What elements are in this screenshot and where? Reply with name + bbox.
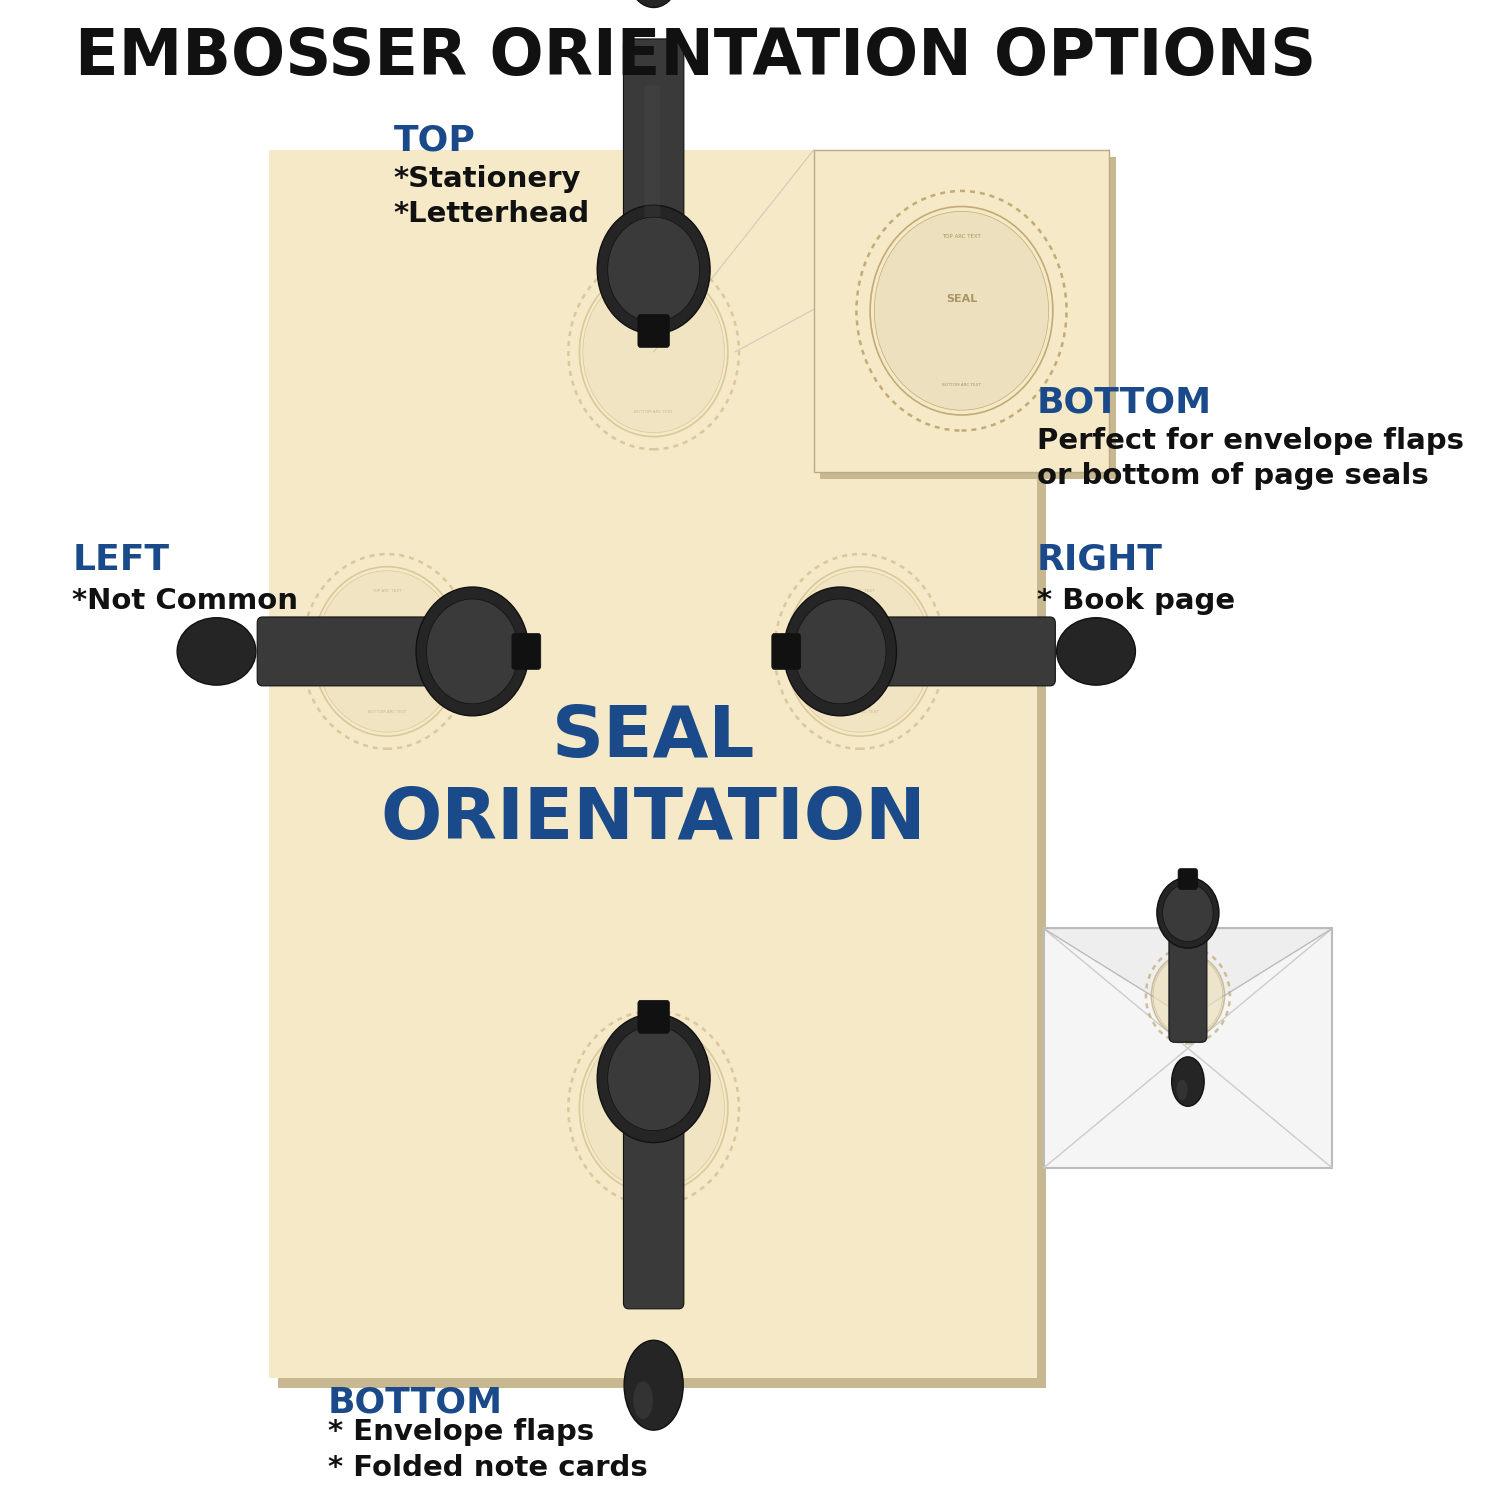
Text: TOP ARC TEXT: TOP ARC TEXT	[639, 290, 669, 294]
Circle shape	[783, 586, 897, 716]
Circle shape	[597, 1014, 709, 1143]
Text: TOP ARC TEXT: TOP ARC TEXT	[639, 1046, 669, 1050]
FancyBboxPatch shape	[624, 39, 684, 246]
Text: Perfect for envelope flaps
or bottom of page seals: Perfect for envelope flaps or bottom of …	[1036, 427, 1464, 490]
Circle shape	[584, 272, 724, 432]
Ellipse shape	[1176, 1080, 1188, 1100]
FancyBboxPatch shape	[278, 160, 1046, 1388]
FancyBboxPatch shape	[861, 616, 1056, 686]
Text: BOTTOM ARC TEXT: BOTTOM ARC TEXT	[840, 710, 879, 714]
Circle shape	[1154, 956, 1222, 1035]
Text: BOTTOM ARC TEXT: BOTTOM ARC TEXT	[634, 411, 674, 414]
Text: BOTTOM ARC TEXT: BOTTOM ARC TEXT	[1168, 1023, 1208, 1028]
Text: SEAL
ORIENTATION: SEAL ORIENTATION	[381, 704, 927, 855]
FancyBboxPatch shape	[815, 150, 1108, 471]
FancyBboxPatch shape	[256, 616, 452, 686]
Text: LEFT: LEFT	[72, 543, 170, 576]
FancyBboxPatch shape	[638, 315, 669, 348]
Ellipse shape	[624, 1341, 682, 1430]
Circle shape	[597, 206, 709, 334]
FancyBboxPatch shape	[512, 633, 542, 669]
Text: TOP ARC TEXT: TOP ARC TEXT	[372, 590, 402, 592]
Text: *Not Common: *Not Common	[72, 586, 298, 615]
Text: SEAL: SEAL	[1178, 981, 1197, 987]
Text: EMBOSSER ORIENTATION OPTIONS: EMBOSSER ORIENTATION OPTIONS	[75, 26, 1316, 88]
FancyBboxPatch shape	[821, 158, 1116, 479]
Circle shape	[416, 586, 530, 716]
Text: SEAL: SEAL	[642, 1092, 666, 1101]
Text: SEAL: SEAL	[375, 634, 399, 644]
FancyBboxPatch shape	[1178, 868, 1198, 889]
Text: TOP ARC TEXT: TOP ARC TEXT	[942, 234, 981, 238]
Circle shape	[794, 598, 886, 703]
Circle shape	[874, 211, 1048, 410]
Text: BOTTOM ARC TEXT: BOTTOM ARC TEXT	[368, 710, 407, 714]
Ellipse shape	[624, 0, 682, 8]
Circle shape	[608, 217, 699, 322]
Circle shape	[1162, 884, 1214, 942]
Text: SEAL: SEAL	[642, 336, 666, 345]
Ellipse shape	[177, 618, 256, 686]
FancyBboxPatch shape	[1044, 928, 1332, 1168]
Text: * Book page: * Book page	[1036, 586, 1234, 615]
Ellipse shape	[1056, 618, 1136, 686]
FancyBboxPatch shape	[624, 1102, 684, 1310]
Circle shape	[789, 570, 930, 732]
Text: SEAL: SEAL	[946, 294, 976, 304]
Ellipse shape	[633, 1382, 652, 1419]
Text: TOP: TOP	[393, 123, 476, 158]
Circle shape	[608, 1026, 699, 1131]
Text: BOTTOM: BOTTOM	[1036, 386, 1212, 420]
Text: *Stationery
*Letterhead: *Stationery *Letterhead	[393, 165, 590, 228]
Text: SEAL: SEAL	[847, 634, 871, 644]
Ellipse shape	[1172, 1058, 1204, 1107]
FancyBboxPatch shape	[268, 150, 1036, 1377]
Circle shape	[1156, 878, 1220, 948]
FancyBboxPatch shape	[772, 633, 801, 669]
FancyBboxPatch shape	[638, 1000, 669, 1033]
FancyBboxPatch shape	[1168, 922, 1208, 1042]
Text: TOP ARC TEXT: TOP ARC TEXT	[1173, 964, 1203, 968]
Text: BOTTOM ARC TEXT: BOTTOM ARC TEXT	[634, 1167, 674, 1170]
Text: TOP ARC TEXT: TOP ARC TEXT	[844, 590, 874, 592]
Text: RIGHT: RIGHT	[1036, 543, 1162, 576]
Circle shape	[584, 1028, 724, 1190]
Circle shape	[316, 570, 458, 732]
Text: BOTTOM: BOTTOM	[328, 1384, 502, 1419]
FancyBboxPatch shape	[645, 86, 660, 228]
Text: BOTTOM ARC TEXT: BOTTOM ARC TEXT	[942, 382, 981, 387]
Circle shape	[426, 598, 519, 703]
Text: * Envelope flaps
* Folded note cards: * Envelope flaps * Folded note cards	[328, 1418, 648, 1482]
Polygon shape	[1044, 928, 1332, 1019]
